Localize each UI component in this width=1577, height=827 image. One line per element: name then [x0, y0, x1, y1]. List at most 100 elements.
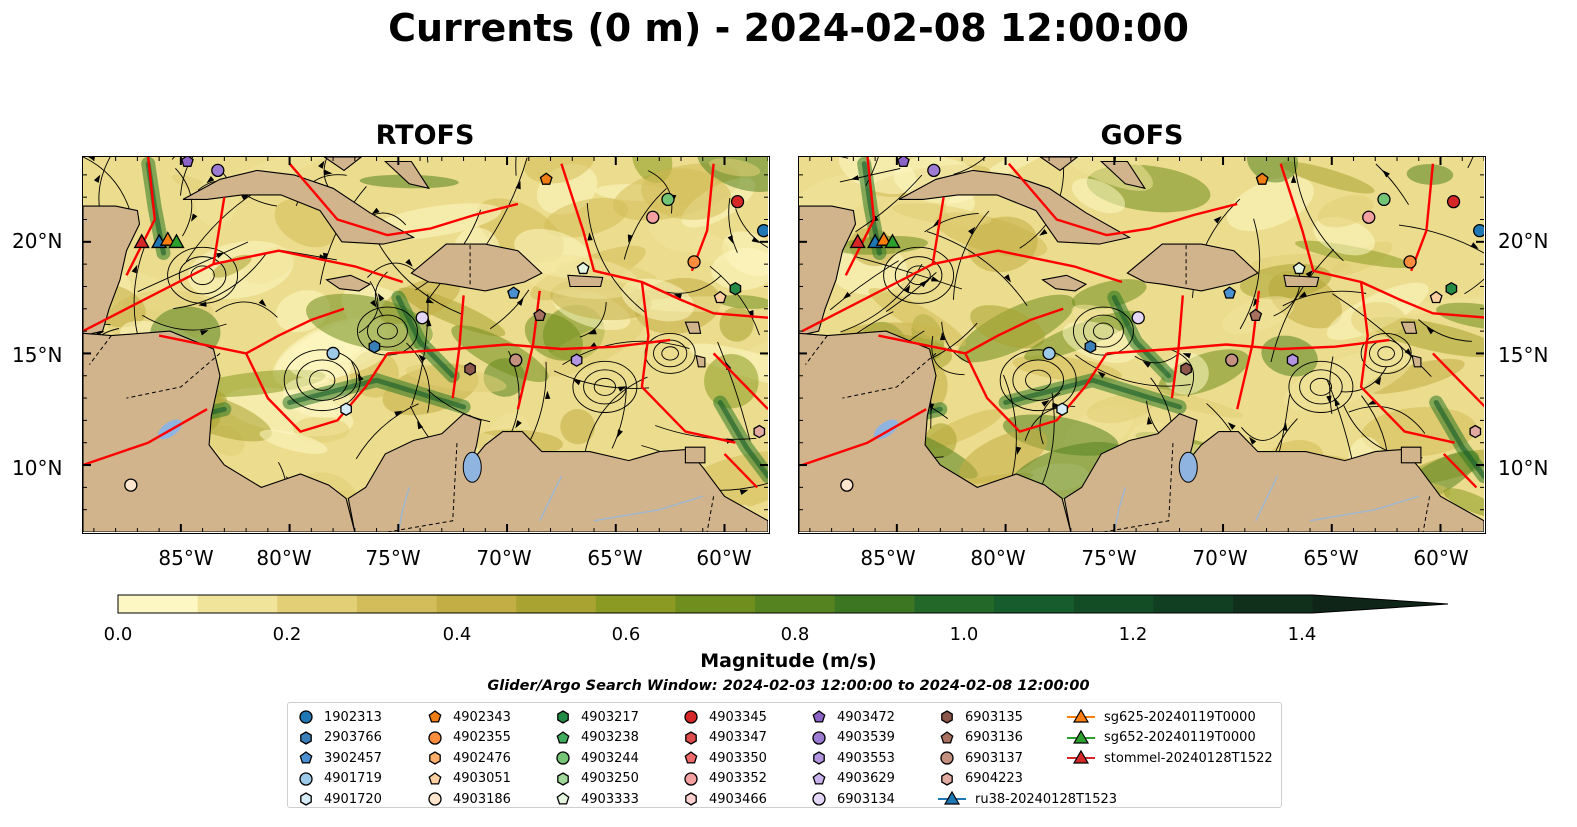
colorbar-segment: [994, 595, 1075, 613]
legend-marker: [556, 751, 570, 765]
legend-marker: [941, 771, 953, 786]
search-window-caption: Glider/Argo Search Window: 2024-02-03 12…: [487, 678, 1090, 694]
platform-marker: [464, 362, 476, 376]
legend-marker: [429, 751, 441, 765]
colorbar-tick-7: 1.4: [1287, 624, 1317, 645]
legend-label: 4903472: [837, 709, 895, 725]
lon-label-80w-right: 80°W: [970, 546, 1026, 570]
river: [397, 487, 410, 532]
legend-marker: [300, 730, 312, 745]
legend-marker-shape: [812, 792, 826, 806]
legend-marker-shape: [300, 730, 312, 745]
panel-title-gofs: GOFS: [1100, 120, 1184, 151]
legend-item: sg625-20240119T0000: [1066, 707, 1256, 727]
colorbar-segment: [914, 595, 995, 613]
legend-marker-shape: [812, 730, 826, 745]
legend-label: 4902343: [453, 709, 511, 725]
legend-item: 4903333: [553, 789, 639, 809]
glider-marker: [159, 231, 176, 246]
legend-item: 4903186: [425, 789, 511, 809]
platform-marker: [927, 163, 941, 178]
lon-label-65w-right: 65°W: [1303, 546, 1359, 570]
platform-marker: [539, 172, 553, 185]
lon-label-75w-right: 75°W: [1081, 546, 1137, 570]
legend-marker: [812, 710, 826, 723]
platform-marker: [1255, 172, 1269, 185]
legend-marker: [812, 771, 826, 785]
legend-item: 4903051: [425, 769, 511, 789]
legend-item: 4902355: [425, 728, 511, 748]
legend-marker: [685, 730, 697, 745]
legend-label: 6904223: [965, 771, 1023, 786]
lon-label-60w-right: 60°W: [1413, 546, 1469, 570]
legend-marker: [684, 771, 698, 786]
legend-item: 6903137: [937, 748, 1023, 768]
map-panel-rtofs: [82, 156, 770, 534]
legend-label: 6903134: [837, 791, 895, 807]
legend-marker-shape: [428, 710, 442, 723]
legend-item: sg652-20240119T0000: [1066, 728, 1256, 748]
legend-marker-shape: [940, 751, 954, 765]
legend-marker: [684, 710, 698, 724]
platform-marker: [1473, 224, 1484, 238]
legend-item: 6903136: [937, 728, 1023, 748]
legend-item: 4903539: [809, 728, 895, 748]
lon-label-85w-right: 85°W: [860, 546, 916, 570]
colorbar-outline: [117, 594, 1449, 614]
legend-label: 4901720: [324, 791, 382, 807]
colorbar-tick-3: 0.6: [611, 624, 641, 645]
legend-marker: [1067, 708, 1095, 723]
legend-item: 6904223: [937, 769, 1023, 789]
colorbar-segment: [356, 595, 438, 613]
axis-ticks: [83, 157, 768, 532]
platform-markers: [840, 157, 1484, 492]
legend-label: 4903347: [709, 730, 767, 745]
legend-marker-shape: [299, 771, 313, 786]
legend-item: 6903134: [809, 789, 895, 809]
legend-marker-shape: [557, 771, 569, 786]
country-border: [387, 442, 458, 532]
legend-marker-shape: [813, 751, 825, 765]
legend-label: 3902457: [324, 750, 382, 766]
colorbar-segment: [197, 595, 278, 613]
legend-label: 4903352: [709, 771, 767, 786]
legend-marker-shape: [556, 751, 570, 765]
platform-marker: [1469, 424, 1482, 439]
legend-marker-shape: [685, 792, 697, 806]
legend-marker-shape: [428, 730, 442, 745]
legend-marker: [557, 771, 569, 786]
country-border: [89, 335, 112, 365]
lon-label-75w-left: 75°W: [365, 546, 421, 570]
platform-marker: [509, 353, 523, 367]
legend-marker: [941, 710, 953, 724]
colorbar-segment: [1153, 595, 1234, 613]
colorbar-segment: [834, 595, 915, 613]
platform-marker: [713, 290, 727, 304]
colorbar-segment: [595, 595, 676, 613]
legend: 1902313 2903766 3902457 4901719 4901720 49023…: [287, 702, 1282, 808]
legend-item: 4901719: [296, 769, 382, 789]
legend-marker: [940, 751, 954, 765]
platform-marker: [533, 308, 547, 321]
platform-marker: [1292, 261, 1306, 275]
legend-item: 4903238: [553, 728, 639, 748]
legend-item: 1902313: [296, 707, 382, 727]
legend-item: stommel-20240128T1522: [1066, 748, 1273, 768]
legend-label: 4903333: [581, 791, 639, 807]
platform-marker: [507, 286, 521, 299]
legend-marker: [813, 751, 825, 765]
legend-marker: [557, 710, 569, 724]
legend-marker-shape: [556, 730, 570, 744]
legend-marker-shape: [685, 730, 697, 745]
legend-marker-shape: [941, 771, 953, 786]
legend-marker: [428, 792, 442, 806]
legend-marker: [938, 790, 966, 805]
colorbar-segment: [1232, 595, 1314, 613]
legend-marker: [1067, 749, 1095, 764]
legend-marker: [428, 710, 442, 723]
lat-label-10n-left: 10°N: [12, 456, 63, 480]
platform-marker: [576, 261, 590, 275]
lat-label-10n-right: 10°N: [1498, 456, 1549, 480]
legend-marker-shape: [557, 710, 569, 724]
